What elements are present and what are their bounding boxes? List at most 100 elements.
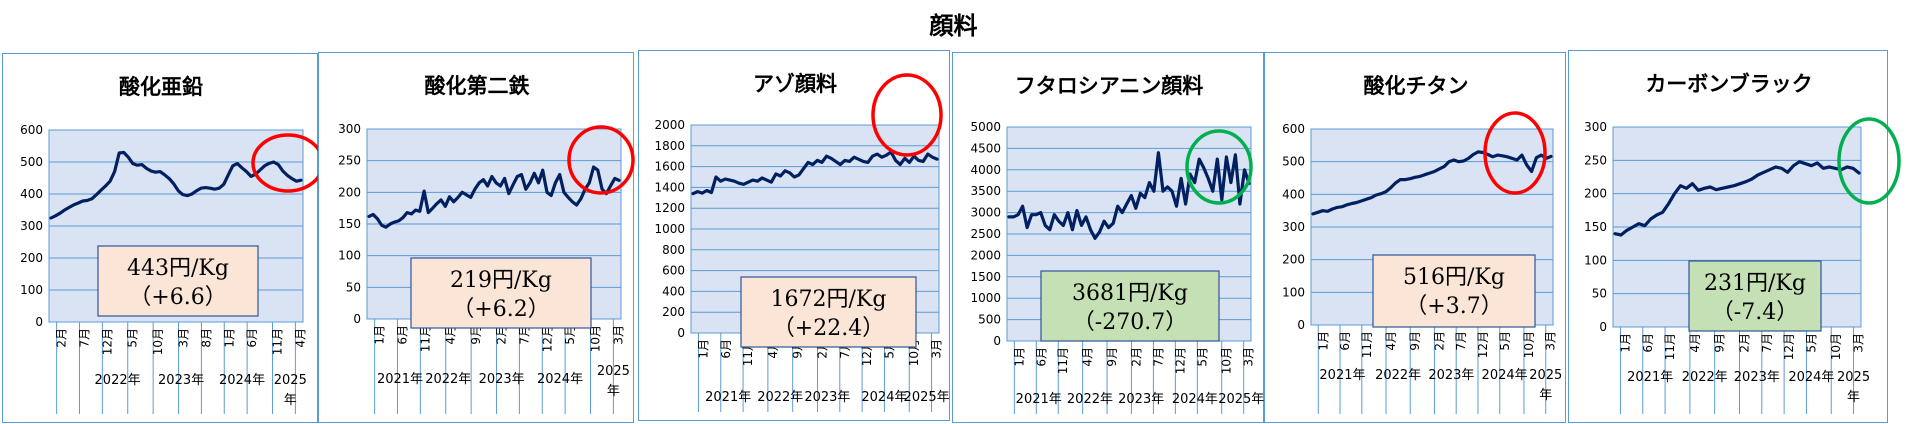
y-tick-label: 0 [35, 315, 43, 329]
chart-title: アゾ顔料 [753, 72, 837, 96]
x-tick-label: 5月 [563, 325, 577, 345]
y-tick-label: 600 [662, 264, 685, 278]
y-tick-label: 400 [1282, 187, 1305, 201]
year-label-suffix: 年 [284, 393, 297, 408]
y-tick-label: 150 [338, 217, 361, 231]
x-tick-label: 2月 [1129, 347, 1143, 367]
y-tick-label: 300 [1584, 120, 1607, 134]
trend-ellipse [1483, 111, 1547, 195]
trend-ellipse [1837, 117, 1901, 205]
year-label: 2024年 [1788, 370, 1834, 385]
change-label: （-7.4） [1712, 300, 1798, 325]
year-label: 2025 [1837, 370, 1870, 385]
x-tick-label: 9月 [1105, 347, 1119, 367]
x-tick-label: 6月 [395, 325, 409, 345]
x-tick-label: 5月 [126, 328, 140, 348]
y-tick-label: 200 [1282, 253, 1305, 267]
price-box [410, 257, 592, 329]
x-tick-label: 11月 [271, 328, 285, 355]
x-tick-label: 6月 [1338, 331, 1352, 351]
chart-panel-1: 酸化亜鉛 0 100 200 300 400 500 600 2月 7月 12月 5月 10月 3月 8月 1… [2, 53, 325, 423]
year-label: 2025年 [904, 390, 950, 405]
y-tick-label: 300 [1282, 220, 1305, 234]
year-label: 2022年 [1375, 368, 1421, 383]
x-tick-label: 2月 [1737, 333, 1751, 353]
y-tick-label: 200 [662, 305, 685, 319]
year-label: 2021年 [1319, 368, 1365, 383]
x-tick-label: 3月 [1544, 331, 1558, 351]
y-tick-label: 3500 [970, 184, 1001, 198]
y-tick-label: 400 [662, 284, 685, 298]
year-label-suffix: 年 [1539, 388, 1552, 403]
series-line [367, 165, 621, 229]
price-label: 443円/Kg [127, 256, 229, 281]
y-tick-label: 4000 [970, 163, 1001, 177]
x-tick-label: 2月 [1432, 331, 1446, 351]
y-tick-label: 1500 [970, 270, 1001, 284]
price-label: 219円/Kg [450, 268, 552, 293]
year-label: 2022年 [425, 372, 471, 387]
x-tick-label: 6月 [1641, 333, 1655, 353]
y-tick-label: 1800 [654, 139, 685, 153]
x-tick-label: 6月 [719, 339, 733, 359]
page-title: 顔料 [929, 12, 978, 40]
chart-svg: フタロシアニン顔料 0 500 1000 1500 2000 2500 3000 3500 400… [970, 74, 1264, 414]
y-tick-label: 50 [346, 280, 361, 294]
year-label: 2025 [1529, 368, 1562, 383]
y-tick-label: 0 [1599, 320, 1607, 334]
chart-svg: 酸化チタン 0 100 200 300 400 500 600 1月 6月 11月 4月 9月 2月 7月 1… [1282, 74, 1562, 414]
trend-ellipse [567, 125, 635, 195]
series-line [49, 150, 303, 220]
x-tick-label: 9月 [1408, 331, 1422, 351]
price-box [740, 276, 917, 348]
x-tick-label: 3月 [930, 339, 944, 359]
y-tick-label: 0 [993, 334, 1001, 348]
chart-panel-4: フタロシアニン顔料 0 500 1000 1500 2000 2500 3000 3500 400… [952, 52, 1264, 423]
x-tick-label: 3月 [177, 328, 191, 348]
change-label: （+6.2） [452, 297, 549, 322]
y-tick-label: 5000 [970, 120, 1001, 134]
y-tick-label: 200 [1584, 187, 1607, 201]
y-tick-label: 0 [677, 326, 685, 340]
trend-ellipse [871, 73, 943, 157]
year-label: 2022年 [1067, 392, 1113, 407]
chart-svg: アゾ顔料 0 200 400 600 800 1000 1200 1400 1600 1800 200… [654, 72, 950, 412]
change-label: （-270.7） [1073, 310, 1187, 335]
series-line [691, 150, 939, 196]
year-label: 2023年 [1428, 368, 1474, 383]
chart-title: 酸化亜鉛 [119, 75, 203, 99]
x-tick-label: 12月 [1782, 333, 1796, 360]
chart-svg: 酸化第二鉄 0 50 100 150 200 250 300 1月 6月 11月 4月 9月 2月 7月 12… [338, 74, 635, 414]
x-tick-label: 1月 [1316, 331, 1330, 351]
x-tick-label: 5月 [1498, 331, 1512, 351]
chart-svg: 酸化亜鉛 0 100 200 300 400 500 600 2月 7月 12月 5月 10月 3月 8月 1… [20, 75, 325, 414]
x-tick-label: 1月 [696, 339, 710, 359]
x-tick-label: 6月 [1034, 347, 1048, 367]
year-label: 2023年 [804, 390, 850, 405]
price-label: 516円/Kg [1403, 265, 1505, 290]
x-tick-label: 10月 [1220, 347, 1234, 374]
chart-svg: カーボンブラック 0 50 100 150 200 250 300 1月 6月 11月 4月 9月 2月 7… [1584, 72, 1901, 414]
year-label: 2021年 [377, 372, 423, 387]
price-label: 231円/Kg [1704, 271, 1806, 296]
x-tick-label: 3月 [1242, 347, 1256, 367]
y-tick-label: 1200 [654, 201, 685, 215]
year-label: 2022年 [1682, 370, 1728, 385]
chart-title: 酸化第二鉄 [425, 74, 530, 98]
chart-title: カーボンブラック [1645, 72, 1812, 96]
x-tick-label: 9月 [1713, 333, 1727, 353]
y-tick-label: 2000 [970, 248, 1001, 262]
y-tick-label: 0 [1297, 318, 1305, 332]
y-tick-label: 1000 [654, 222, 685, 236]
x-tick-label: 10月 [589, 325, 603, 352]
y-tick-label: 600 [20, 123, 43, 137]
x-tick-label: 4月 [444, 325, 458, 345]
x-tick-label: 7月 [77, 328, 91, 348]
year-label: 2021年 [705, 390, 751, 405]
price-box [1688, 260, 1822, 332]
chart-panel-2: 酸化第二鉄 0 50 100 150 200 250 300 1月 6月 11月 4月 9月 2月 7月 12… [318, 52, 635, 423]
x-tick-label: 7月 [1151, 347, 1165, 367]
x-tick-label: 11月 [418, 325, 432, 352]
y-tick-label: 600 [1282, 122, 1305, 136]
y-tick-label: 800 [662, 243, 685, 257]
